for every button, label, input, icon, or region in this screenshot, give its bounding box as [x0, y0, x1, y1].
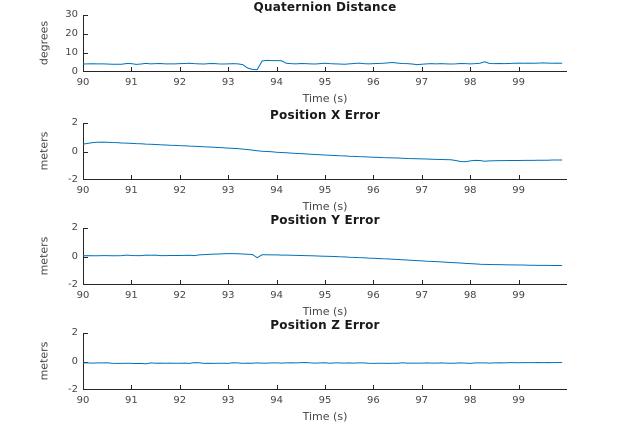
x-tick-label: 94 [270, 77, 283, 88]
x-tick-label: 97 [415, 185, 429, 196]
x-axis-label: Time (s) [302, 305, 348, 318]
x-tick-label: 94 [270, 395, 283, 406]
x-tick-label: 96 [367, 185, 380, 196]
x-tick-label: 99 [512, 185, 525, 196]
y-tick-label: -2 [68, 384, 78, 395]
subplot-title: Position Y Error [270, 213, 380, 227]
y-tick-label: -2 [68, 174, 78, 185]
x-tick-label: 92 [173, 395, 187, 406]
subplot-title: Quaternion Distance [253, 0, 397, 14]
x-tick-label: 91 [125, 395, 138, 406]
y-tick-label: 30 [65, 9, 78, 20]
x-tick-label: 98 [463, 395, 477, 406]
x-axis-label: Time (s) [302, 200, 348, 213]
data-line [82, 59, 563, 71]
y-tick-label: 10 [65, 47, 78, 58]
y-tick-label: -2 [68, 279, 78, 290]
x-tick-label: 92 [173, 77, 187, 88]
x-tick-label: 92 [173, 290, 187, 301]
x-tick-label: 93 [221, 290, 235, 301]
x-tick-label: 99 [512, 77, 525, 88]
x-tick-label: 90 [76, 77, 90, 88]
x-tick-label: 96 [367, 395, 380, 406]
x-axis-label: Time (s) [302, 92, 348, 105]
x-tick-label: 92 [173, 185, 187, 196]
y-tick-label: 20 [65, 28, 78, 39]
x-axis-label: Time (s) [302, 410, 348, 423]
x-tick-label: 90 [76, 185, 90, 196]
x-tick-label: 94 [270, 290, 283, 301]
x-tick-label: 96 [367, 290, 380, 301]
x-tick-label: 90 [76, 395, 90, 406]
x-tick-label: 93 [221, 77, 235, 88]
x-tick-label: 95 [318, 185, 332, 196]
x-tick-label: 93 [221, 185, 235, 196]
y-tick-label: 0 [71, 250, 78, 262]
x-tick-label: 98 [463, 185, 477, 196]
y-tick-label: 0 [71, 145, 78, 157]
x-tick-label: 96 [367, 77, 380, 88]
plot-area [82, 123, 567, 180]
x-tick-label: 91 [125, 185, 138, 196]
x-tick-label: 90 [76, 290, 90, 301]
x-tick-label: 91 [125, 290, 138, 301]
x-tick-label: 95 [318, 395, 332, 406]
subplot-title: Position Z Error [270, 318, 380, 332]
x-tick-label: 95 [318, 290, 332, 301]
plot-area [82, 228, 567, 285]
x-tick-label: 97 [415, 395, 429, 406]
x-tick-label: 91 [125, 77, 138, 88]
y-tick-label: 2 [71, 327, 78, 338]
y-tick-label: 2 [71, 117, 78, 128]
x-tick-label: 99 [512, 290, 525, 301]
plot-area [82, 15, 567, 72]
x-tick-label: 97 [415, 77, 429, 88]
x-tick-label: 94 [270, 185, 283, 196]
data-line [82, 253, 563, 266]
y-tick-label: 0 [71, 66, 78, 77]
data-line [82, 141, 563, 163]
y-tick-label: 0 [71, 355, 78, 367]
x-tick-label: 93 [221, 395, 235, 406]
subplot-title: Position X Error [270, 108, 380, 122]
x-tick-label: 97 [415, 290, 429, 301]
x-tick-label: 98 [463, 77, 477, 88]
x-tick-label: 95 [318, 77, 332, 88]
x-tick-label: 98 [463, 290, 477, 301]
plot-area [83, 333, 567, 390]
y-tick-label: 2 [71, 222, 78, 233]
x-tick-label: 99 [512, 395, 525, 406]
data-line [83, 361, 563, 365]
